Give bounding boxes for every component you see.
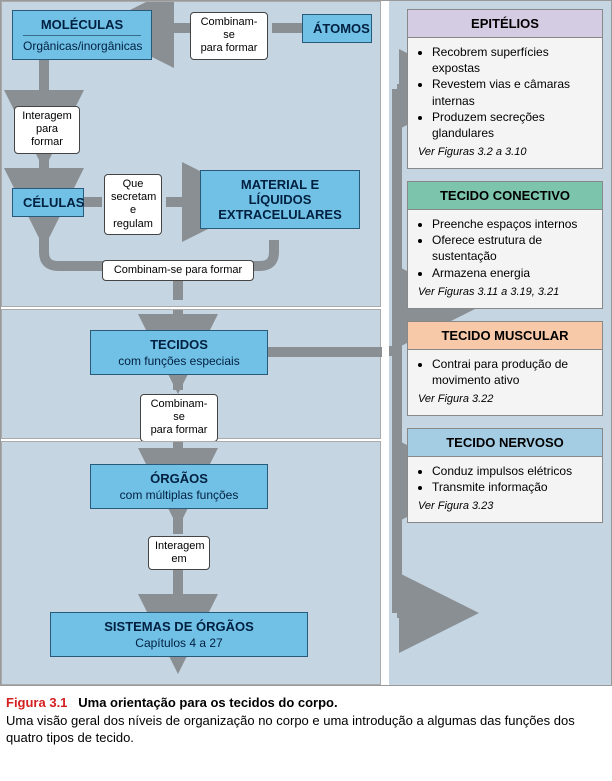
nervoso-body: Conduz impulsos elétricos Transmite info… xyxy=(408,457,602,522)
label-text: Que xyxy=(123,178,144,190)
caption-title: Uma orientação para os tecidos do corpo. xyxy=(78,695,337,710)
label-text: Combinam-se xyxy=(151,398,208,423)
card-nervoso: TECIDO NERVOSO Conduz impulsos elétricos… xyxy=(407,428,603,523)
bullet: Contrai para produção de movimento ativo xyxy=(432,356,592,388)
ref: Ver Figuras 3.11 a 3.19, 3.21 xyxy=(418,285,592,300)
panel-molecules: MOLÉCULAS Orgânicas/inorgânicas Combinam… xyxy=(1,1,381,307)
box-sistemas: SISTEMAS DE ÓRGÃOS Capítulos 4 a 27 xyxy=(50,612,308,657)
material-l3: EXTRACELULARES xyxy=(211,207,349,222)
box-tecidos: TECIDOS com funções especiais xyxy=(90,330,268,375)
tecidos-title: TECIDOS xyxy=(101,337,257,352)
bullet: Armazena energia xyxy=(432,265,592,281)
label-text: e xyxy=(130,204,136,216)
orgaos-title: ÓRGÃOS xyxy=(101,471,257,486)
material-l2: LÍQUIDOS xyxy=(211,192,349,207)
tecidos-sub: com funções especiais xyxy=(101,354,257,368)
label-text: para formar xyxy=(201,42,258,54)
caption-fig: Figura 3.1 xyxy=(6,695,67,710)
label-text: para formar xyxy=(31,123,63,148)
label-text: Combinam-se para formar xyxy=(114,264,242,276)
card-muscular: TECIDO MUSCULAR Contrai para produção de… xyxy=(407,321,603,416)
caption-text: Uma visão geral dos níveis de organizaçã… xyxy=(6,713,575,746)
box-moleculas: MOLÉCULAS Orgânicas/inorgânicas xyxy=(12,10,152,60)
ref: Ver Figuras 3.2 a 3.10 xyxy=(418,145,592,160)
epitelios-header: EPITÉLIOS xyxy=(408,10,602,38)
card-conectivo: TECIDO CONECTIVO Preenche espaços intern… xyxy=(407,181,603,309)
bullet: Conduz impulsos elétricos xyxy=(432,463,592,479)
moleculas-sub: Orgânicas/inorgânicas xyxy=(23,39,141,53)
ref: Ver Figura 3.23 xyxy=(418,499,592,514)
box-celulas: CÉLULAS xyxy=(12,188,84,217)
bullet: Revestem vias e câmaras internas xyxy=(432,76,592,108)
conectivo-header: TECIDO CONECTIVO xyxy=(408,182,602,210)
celulas-title: CÉLULAS xyxy=(23,195,73,210)
muscular-body: Contrai para produção de movimento ativo… xyxy=(408,350,602,415)
label-text: regulam xyxy=(113,218,153,230)
panel-tecidos: TECIDOS com funções especiais Combinam-s… xyxy=(1,309,381,439)
label-combinam-1: Combinam-se para formar xyxy=(190,12,268,60)
bullet: Produzem secreções glandulares xyxy=(432,109,592,141)
material-l1: MATERIAL E xyxy=(211,177,349,192)
label-text: Interagem xyxy=(155,540,205,552)
box-material: MATERIAL E LÍQUIDOS EXTRACELULARES xyxy=(200,170,360,229)
panel-orgaos: ÓRGÃOS com múltiplas funções Interagem e… xyxy=(1,441,381,685)
nervoso-header: TECIDO NERVOSO xyxy=(408,429,602,457)
orgaos-sub: com múltiplas funções xyxy=(101,488,257,502)
flowchart-column: MOLÉCULAS Orgânicas/inorgânicas Combinam… xyxy=(1,1,381,685)
label-text: secretam xyxy=(111,191,156,203)
moleculas-title: MOLÉCULAS xyxy=(23,17,141,32)
ref: Ver Figura 3.22 xyxy=(418,392,592,407)
label-combinam-2: Combinam-se para formar xyxy=(140,394,218,442)
figure-caption: Figura 3.1 Uma orientação para os tecido… xyxy=(0,686,612,753)
conectivo-body: Preenche espaços internos Oferece estrut… xyxy=(408,210,602,308)
sistemas-title: SISTEMAS DE ÓRGÃOS xyxy=(61,619,297,634)
tissue-column: EPITÉLIOS Recobrem superfícies expostas … xyxy=(389,1,611,685)
label-text: para formar xyxy=(151,424,208,436)
label-text: Combinam-se xyxy=(201,16,258,41)
box-atomos: ÁTOMOS xyxy=(302,14,372,43)
label-combinam-long-1: Combinam-se para formar xyxy=(102,260,254,281)
label-text: em xyxy=(171,553,186,565)
card-epitelios: EPITÉLIOS Recobrem superfícies expostas … xyxy=(407,9,603,169)
box-orgaos: ÓRGÃOS com múltiplas funções xyxy=(90,464,268,509)
label-interagem-em: Interagem em xyxy=(148,536,210,570)
label-interagem-1: Interagem para formar xyxy=(14,106,80,154)
label-que: Que secretam e regulam xyxy=(104,174,162,235)
bullet: Preenche espaços internos xyxy=(432,216,592,232)
sistemas-sub: Capítulos 4 a 27 xyxy=(61,636,297,650)
muscular-header: TECIDO MUSCULAR xyxy=(408,322,602,350)
label-text: Interagem xyxy=(22,110,72,122)
diagram-container: MOLÉCULAS Orgânicas/inorgânicas Combinam… xyxy=(0,0,612,686)
bullet: Transmite informação xyxy=(432,479,592,495)
bullet: Recobrem superfícies expostas xyxy=(432,44,592,76)
epitelios-body: Recobrem superfícies expostas Revestem v… xyxy=(408,38,602,168)
bullet: Oferece estrutura de sustentação xyxy=(432,232,592,264)
atomos-title: ÁTOMOS xyxy=(313,21,361,36)
